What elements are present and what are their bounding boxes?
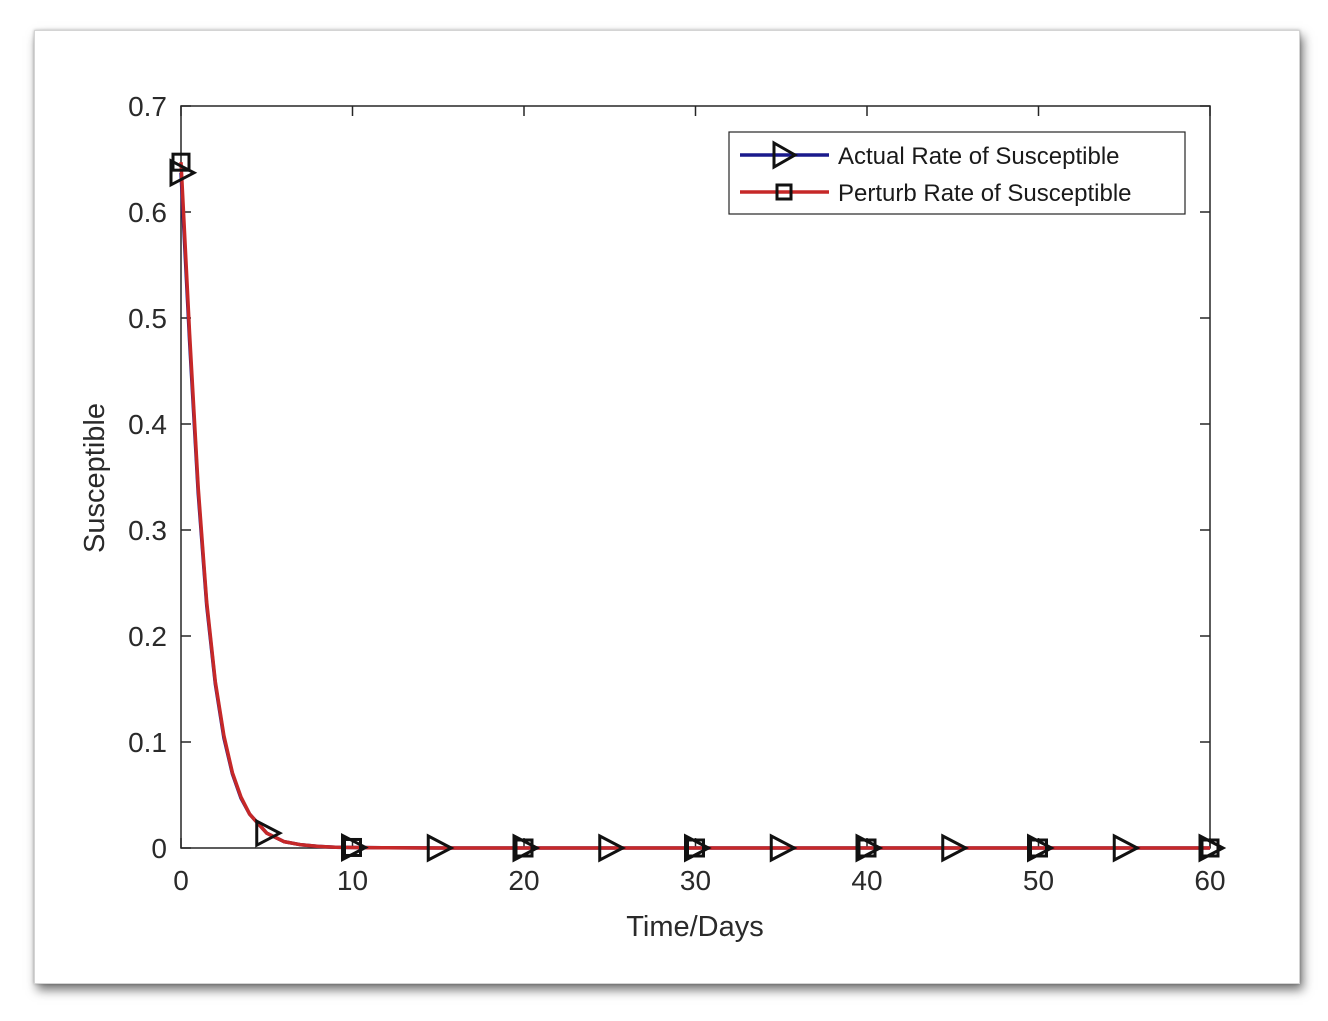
triangle-marker: [769, 833, 798, 863]
x-tick-label: 50: [1023, 865, 1054, 896]
legend-label-perturb: Perturb Rate of Susceptible: [838, 180, 1132, 207]
x-tick-label: 60: [1194, 865, 1225, 896]
y-tick-label: 0.4: [128, 409, 167, 440]
legend-marker-triangle: [772, 140, 799, 170]
x-tick-label: 30: [680, 865, 711, 896]
square-marker: [171, 152, 191, 172]
square-marker: [857, 838, 877, 858]
square-marker: [514, 838, 534, 858]
legend-marker-square: [775, 183, 793, 201]
legend-label-actual: Actual Rate of Susceptible: [838, 143, 1120, 170]
x-axis-title: Time/Days: [626, 911, 764, 943]
x-tick-label: 0: [173, 865, 189, 896]
triangle-marker: [1198, 833, 1227, 863]
triangle-marker: [512, 833, 541, 863]
y-tick-label: 0.6: [128, 197, 167, 228]
triangle-marker: [341, 832, 369, 862]
series-lines: [179, 162, 1210, 850]
series-line: [179, 162, 1210, 850]
y-tick-label: 0.3: [128, 515, 167, 546]
triangle-marker: [255, 818, 283, 848]
x-tick-label: 20: [508, 865, 539, 896]
square-marker: [1029, 838, 1048, 858]
y-tick-label: 0.1: [128, 727, 167, 758]
y-tick-label: 0.2: [128, 621, 167, 652]
plot-area: [180, 105, 1211, 849]
triangle-marker: [426, 833, 455, 863]
x-tick-labels: 0 10 20 30 40 50 60: [173, 865, 1225, 896]
y-tick-label: 0.5: [128, 303, 167, 334]
triangle-marker: [598, 833, 626, 863]
x-tick-label: 10: [337, 865, 368, 896]
x-tick-label: 40: [851, 865, 882, 896]
square-marker: [1200, 838, 1220, 858]
series-markers: [169, 152, 1227, 863]
triangle-marker: [855, 833, 884, 863]
y-tick-label: 0: [151, 833, 167, 864]
y-axis-title: Susceptible: [79, 403, 111, 553]
square-marker: [343, 837, 362, 857]
triangle-marker: [941, 833, 969, 863]
y-tick-labels: 0 0.1 0.2 0.3 0.4 0.5 0.6 0.7: [128, 91, 167, 864]
legend-box: [728, 131, 1186, 215]
triangle-marker: [1112, 833, 1141, 863]
square-marker: [686, 838, 705, 858]
legend: Actual Rate of Susceptible Perturb Rate …: [728, 131, 1186, 215]
y-tick-label: 0.7: [128, 91, 167, 122]
triangle-marker: [169, 158, 198, 188]
triangle-marker: [684, 833, 712, 863]
triangle-marker: [1027, 833, 1055, 863]
